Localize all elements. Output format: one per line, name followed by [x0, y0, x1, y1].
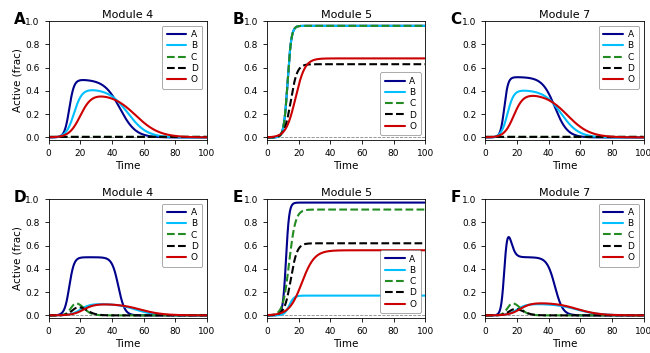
Title: Module 7: Module 7 [539, 188, 590, 198]
X-axis label: Time: Time [115, 161, 140, 170]
Text: C: C [450, 12, 462, 27]
Legend: A, B, C, D, O: A, B, C, D, O [380, 72, 421, 135]
X-axis label: Time: Time [552, 161, 577, 170]
Y-axis label: Active (frac): Active (frac) [12, 49, 23, 112]
Text: B: B [232, 12, 244, 27]
Y-axis label: Active (frac): Active (frac) [12, 227, 23, 290]
Text: E: E [232, 190, 242, 205]
X-axis label: Time: Time [333, 161, 359, 170]
Legend: A, B, C, D, O: A, B, C, D, O [599, 204, 639, 267]
X-axis label: Time: Time [115, 339, 140, 348]
Legend: A, B, C, D, O: A, B, C, D, O [380, 250, 421, 313]
X-axis label: Time: Time [333, 339, 359, 348]
Title: Module 4: Module 4 [102, 10, 153, 20]
Legend: A, B, C, D, O: A, B, C, D, O [162, 204, 202, 267]
X-axis label: Time: Time [552, 339, 577, 348]
Text: A: A [14, 12, 26, 27]
Title: Module 5: Module 5 [320, 10, 372, 20]
Text: F: F [450, 190, 461, 205]
Text: D: D [14, 190, 27, 205]
Title: Module 4: Module 4 [102, 188, 153, 198]
Legend: A, B, C, D, O: A, B, C, D, O [599, 26, 639, 89]
Title: Module 7: Module 7 [539, 10, 590, 20]
Title: Module 5: Module 5 [320, 188, 372, 198]
Legend: A, B, C, D, O: A, B, C, D, O [162, 26, 202, 89]
